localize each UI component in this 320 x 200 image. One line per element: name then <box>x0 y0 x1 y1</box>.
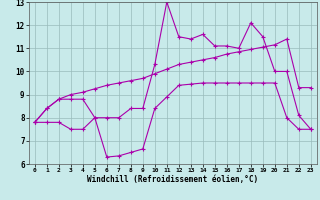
X-axis label: Windchill (Refroidissement éolien,°C): Windchill (Refroidissement éolien,°C) <box>87 175 258 184</box>
